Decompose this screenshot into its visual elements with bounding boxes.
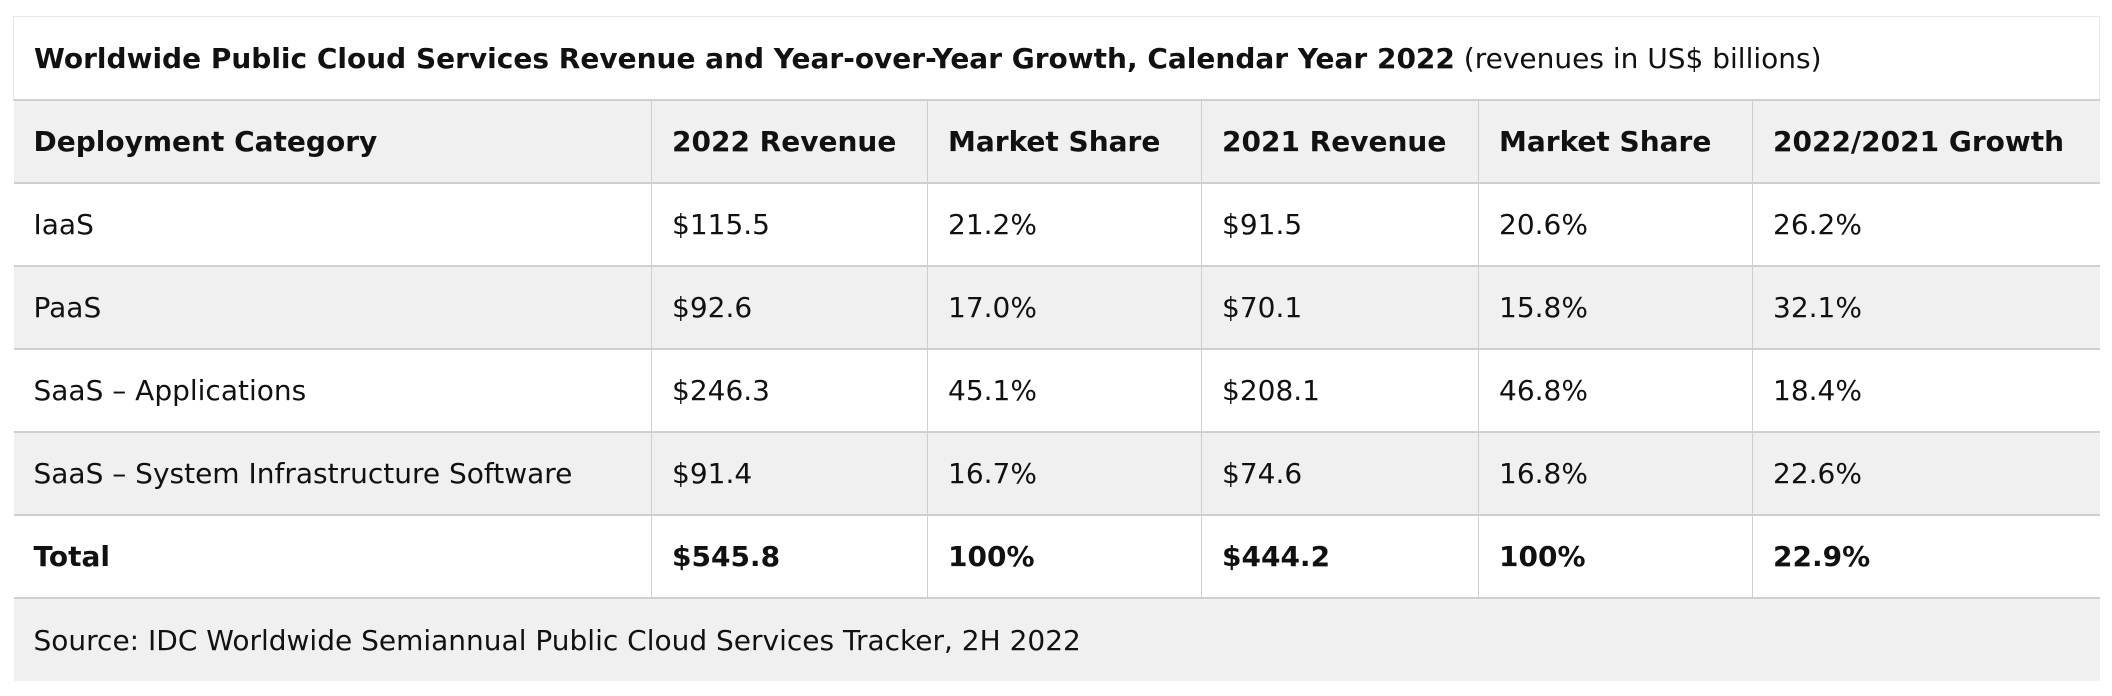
cell-2021-revenue: $91.5 [1201, 183, 1479, 267]
cell-growth: 22.6% [1752, 432, 2100, 516]
cloud-revenue-table: Worldwide Public Cloud Services Revenue … [12, 16, 2101, 681]
cell-2022-revenue: $115.5 [651, 183, 928, 267]
cloud-revenue-table-container: Worldwide Public Cloud Services Revenue … [12, 16, 2101, 681]
header-2022-market-share: Market Share [927, 100, 1202, 184]
table-row-total: Total $545.8 100% $444.2 100% 22.9% [13, 515, 2100, 599]
table-row-saas-applications: SaaS – Applications $246.3 45.1% $208.1 … [13, 349, 2100, 433]
cell-2021-share: 16.8% [1478, 432, 1753, 516]
table-header-row: Deployment Category 2022 Revenue Market … [13, 100, 2100, 184]
table-title-note: (revenues in US$ billions) [1454, 41, 1822, 75]
cell-2021-revenue: $444.2 [1201, 515, 1479, 599]
cell-2022-revenue: $545.8 [651, 515, 928, 599]
table-row-iaas: IaaS $115.5 21.2% $91.5 20.6% 26.2% [13, 183, 2100, 267]
cell-2021-revenue: $208.1 [1201, 349, 1479, 433]
cell-growth: 26.2% [1752, 183, 2100, 267]
table-source-note: Source: IDC Worldwide Semiannual Public … [13, 598, 2100, 681]
cell-2022-share: 17.0% [927, 266, 1202, 350]
cell-2022-revenue: $92.6 [651, 266, 928, 350]
cell-2021-share: 100% [1478, 515, 1753, 599]
cell-growth: 32.1% [1752, 266, 2100, 350]
header-2021-revenue: 2021 Revenue [1201, 100, 1479, 184]
cell-2022-share: 21.2% [927, 183, 1202, 267]
cell-category: SaaS – Applications [13, 349, 652, 433]
header-deployment-category: Deployment Category [13, 100, 652, 184]
table-caption: Worldwide Public Cloud Services Revenue … [12, 16, 2101, 101]
cell-2021-revenue: $70.1 [1201, 266, 1479, 350]
cell-2021-share: 20.6% [1478, 183, 1753, 267]
table-source-row: Source: IDC Worldwide Semiannual Public … [13, 598, 2100, 681]
cell-category: PaaS [13, 266, 652, 350]
cell-2022-share: 45.1% [927, 349, 1202, 433]
cell-2021-revenue: $74.6 [1201, 432, 1479, 516]
cell-2022-revenue: $246.3 [651, 349, 928, 433]
cell-growth: 22.9% [1752, 515, 2100, 599]
cell-2022-revenue: $91.4 [651, 432, 928, 516]
table-caption-row: Worldwide Public Cloud Services Revenue … [12, 16, 2101, 101]
cell-2022-share: 100% [927, 515, 1202, 599]
cell-category: IaaS [13, 183, 652, 267]
cell-category: Total [13, 515, 652, 599]
header-2021-market-share: Market Share [1478, 100, 1753, 184]
header-growth: 2022/2021 Growth [1752, 100, 2100, 184]
cell-2021-share: 15.8% [1478, 266, 1753, 350]
table-row-saas-system-infrastructure: SaaS – System Infrastructure Software $9… [13, 432, 2100, 516]
cell-growth: 18.4% [1752, 349, 2100, 433]
cell-2022-share: 16.7% [927, 432, 1202, 516]
table-row-paas: PaaS $92.6 17.0% $70.1 15.8% 32.1% [13, 266, 2100, 350]
cell-category: SaaS – System Infrastructure Software [13, 432, 652, 516]
table-title: Worldwide Public Cloud Services Revenue … [34, 41, 1455, 75]
cell-2021-share: 46.8% [1478, 349, 1753, 433]
header-2022-revenue: 2022 Revenue [651, 100, 928, 184]
